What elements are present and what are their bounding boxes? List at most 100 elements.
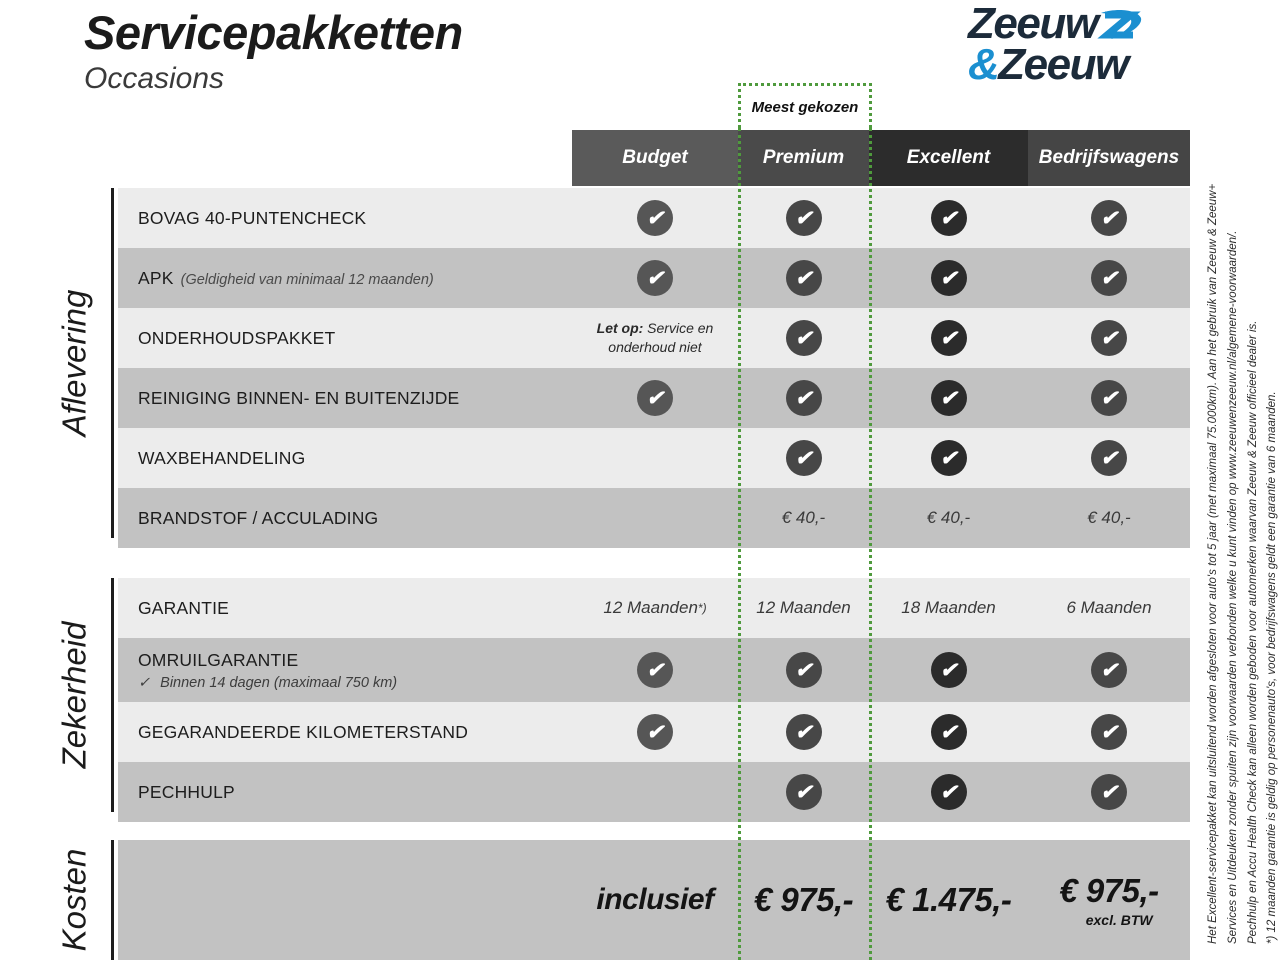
price-premium: € 975,- [753,881,854,918]
cell-reiniging-budget: ✔ [572,380,738,416]
cell-reiniging-premium: ✔ [738,380,869,416]
check-icon: ✔ [785,380,822,416]
table-row: GEGARANDEERDE KILOMETERSTAND ✔ ✔ ✔ ✔ [118,702,1190,762]
logo-ampersand: & [968,39,1000,89]
logo-line-2: &Zeeuw [968,42,1188,86]
check-icon: ✔ [1091,652,1127,688]
column-header-bedrijfswagens[interactable]: Bedrijfswagens [1028,130,1190,186]
table-row: BRANDSTOF / ACCULADING € 40,- € 40,- € 4… [118,488,1190,548]
cell-brandstof-excellent: € 40,- [926,508,971,527]
price-excellent: € 1.475,- [885,881,1012,918]
row-sublabel-omruilgarantie: Binnen 14 dagen (maximaal 750 km) [160,674,398,691]
section-label-aflevering: Aflevering [55,289,92,437]
section-label-zekerheid: Zekerheid [55,621,92,769]
zeeuw-zeeuw-logo: Zeeuw &Zeeuw [968,2,1188,104]
cell-kilometerstand-budget: ✔ [572,714,738,750]
price-bedrijfswagens-note: excl. BTW [1085,912,1153,928]
check-icon: ✔ [1091,320,1127,356]
section-divider-line [111,578,114,812]
check-icon: ✔ [785,320,822,356]
check-icon: ✔ [930,440,967,476]
check-icon: ✔ [785,652,822,688]
logo-swoosh-icon [1097,10,1142,39]
price-bedrijfswagens-stack: € 975,- excl. BTW [1059,872,1159,928]
footnote-line-4: *) 12 maanden garantie is geldig op pers… [1266,391,1279,944]
most-chosen-badge: Meest gekozen [738,83,872,128]
page-title: Servicepakketten [84,6,463,59]
section-label-zekerheid-wrap: Zekerheid [34,578,114,812]
check-icon: ✔ [637,380,673,416]
row-label-apk: APK [138,267,174,288]
cell-bovag-premium: ✔ [738,200,869,236]
cell-omruilgarantie-budget: ✔ [572,652,738,688]
package-column-headers: Budget Premium Excellent Bedrijfswagens [572,130,1190,186]
row-label-garantie: GARANTIE [138,597,230,618]
check-icon: ✔ [785,714,822,750]
section-gap [118,548,1190,578]
price-bedrijfswagens: € 975,- [1059,872,1159,909]
table-row: OMRUILGARANTIE ✓ Binnen 14 dagen (maximaa… [118,638,1190,702]
comparison-table: BOVAG 40-PUNTENCHECK ✔ ✔ ✔ ✔ APK (Geldigh… [118,188,1190,822]
check-icon: ✔ [637,652,673,688]
budget-warning-note: Let op: Service en onderhoud niet [572,319,738,357]
row-label-waxbehandeling: WAXBEHANDELING [138,447,306,468]
row-label-omruilgarantie: OMRUILGARANTIE [138,649,299,670]
table-row: REINIGING BINNEN- EN BUITENZIJDE ✔ ✔ ✔ ✔ [118,368,1190,428]
check-icon: ✔ [930,260,967,296]
column-header-budget[interactable]: Budget [572,130,738,186]
cell-kilometerstand-premium: ✔ [738,714,869,750]
tick-icon: ✓ [138,674,151,691]
row-sublabel-omruilgarantie-wrap: ✓ Binnen 14 dagen (maximaal 750 km) [138,675,572,691]
check-icon: ✔ [785,774,822,810]
column-header-excellent[interactable]: Excellent [869,130,1028,186]
table-row: GARANTIE 12 Maanden *) 12 Maanden 18 Maan… [118,578,1190,638]
section-rail-kosten: Kosten [34,840,114,960]
pricing-row: inclusief € 975,- € 1.475,- € 975,- excl… [118,840,1190,960]
check-icon: ✔ [785,200,822,236]
check-icon: ✔ [785,440,822,476]
cell-onderhoudspakket-bedrijfswagens: ✔ [1028,320,1190,356]
cell-onderhoudspakket-premium: ✔ [738,320,869,356]
section-divider-line [111,840,114,960]
row-label-reiniging: REINIGING BINNEN- EN BUITENZIJDE [138,387,460,408]
cell-reiniging-excellent: ✔ [869,380,1028,416]
logo-line-1: Zeeuw [968,2,1188,46]
budget-warning-text: Service en onderhoud niet [608,320,714,355]
section-label-kosten: Kosten [55,848,92,952]
table-row: BOVAG 40-PUNTENCHECK ✔ ✔ ✔ ✔ [118,188,1190,248]
footnote-line-3: Pechhulp en Accu Health Check kan alleen… [1246,320,1259,945]
check-icon: ✔ [930,200,967,236]
cell-pechhulp-excellent: ✔ [869,774,1028,810]
check-icon: ✔ [1091,774,1127,810]
cell-omruilgarantie-bedrijfswagens: ✔ [1028,652,1190,688]
cell-bovag-budget: ✔ [572,200,738,236]
price-budget: inclusief [596,883,714,916]
cell-apk-budget: ✔ [572,260,738,296]
section-rail-zekerheid: Zekerheid [34,578,114,812]
cell-pechhulp-bedrijfswagens: ✔ [1028,774,1190,810]
cell-garantie-excellent: 18 Maanden [901,598,996,617]
row-label-brandstof: BRANDSTOF / ACCULADING [138,507,379,528]
table-row: APK (Geldigheid van minimaal 12 maanden) … [118,248,1190,308]
row-label-pechhulp: PECHHULP [138,781,235,802]
check-icon: ✔ [930,320,967,356]
cell-apk-excellent: ✔ [869,260,1028,296]
row-label-apk-wrap: APK (Geldigheid van minimaal 12 maanden) [118,268,572,289]
page-subtitle: Occasions [84,62,225,96]
check-icon: ✔ [785,260,822,296]
cell-garantie-premium: 12 Maanden [756,598,851,617]
cell-kilometerstand-excellent: ✔ [869,714,1028,750]
footnote-text: Het Excellent-servicepakket kan uitsluit… [1204,124,1280,944]
section-label-kosten-wrap: Kosten [34,840,114,960]
check-icon: ✔ [1091,200,1127,236]
cell-reiniging-bedrijfswagens: ✔ [1028,380,1190,416]
section-label-aflevering-wrap: Aflevering [34,188,114,538]
column-header-premium[interactable]: Premium [738,130,869,186]
section-rail-aflevering: Aflevering [34,188,114,538]
cell-apk-bedrijfswagens: ✔ [1028,260,1190,296]
logo-text-top: Zeeuw [968,0,1099,48]
logo-text-bottom: Zeeuw [998,39,1129,89]
table-row: PECHHULP ✔ ✔ ✔ [118,762,1190,822]
footnote-line-2: Services en Uitdeuken zonder spuiten zij… [1226,230,1239,944]
cell-garantie-bedrijfswagens: 6 Maanden [1066,598,1152,617]
